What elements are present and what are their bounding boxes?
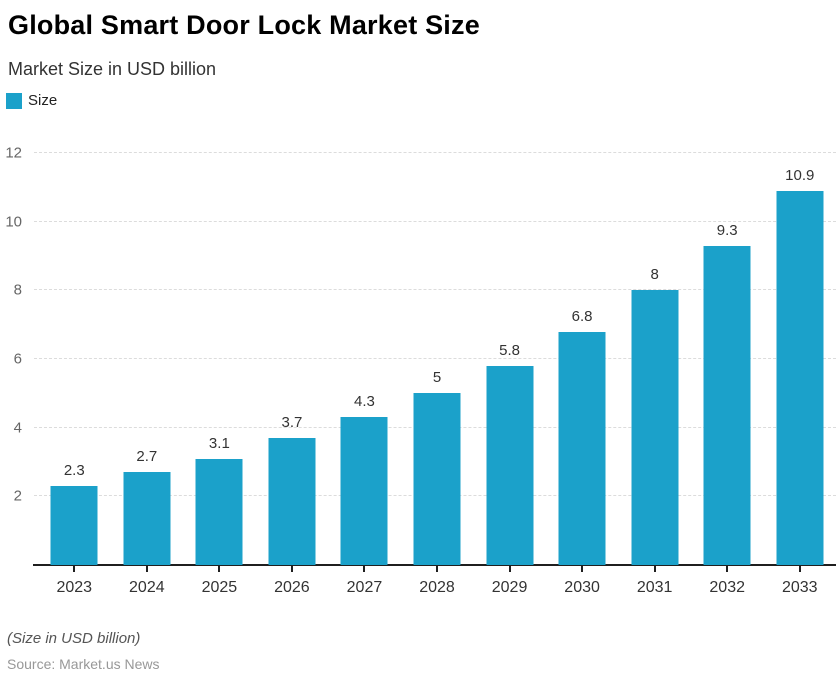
bar-slot: 4.3 2027 bbox=[328, 153, 401, 596]
bar-value-label: 9.3 bbox=[716, 221, 738, 239]
bar bbox=[631, 290, 679, 565]
bar-slot: 10.9 2033 bbox=[763, 153, 836, 596]
x-axis-tick bbox=[145, 566, 148, 572]
bars-row: 2.3 2023 2.7 2024 3.1 2025 3.7 2026 4.3 2027 5 2028… bbox=[38, 153, 836, 596]
chart-title: Global Smart Door Lock Market Size bbox=[8, 10, 480, 40]
bar-value-label: 3.7 bbox=[281, 413, 303, 431]
x-axis-tick-label: 2029 bbox=[491, 579, 528, 596]
bar-slot: 2.3 2023 bbox=[38, 153, 111, 596]
bar-value-label: 2.3 bbox=[63, 462, 85, 480]
x-axis-tick bbox=[73, 566, 76, 572]
legend-swatch-icon bbox=[6, 92, 22, 109]
bar bbox=[195, 458, 243, 565]
bar bbox=[486, 365, 534, 565]
x-axis-tick-label: 2033 bbox=[781, 579, 818, 596]
x-axis-tick-label: 2024 bbox=[129, 579, 165, 596]
bar-slot: 3.1 2025 bbox=[183, 153, 256, 596]
x-axis-tick bbox=[436, 566, 438, 572]
legend-label: Size bbox=[28, 92, 58, 109]
bar-value-label: 5 bbox=[432, 369, 442, 387]
bar-slot: 9.3 2032 bbox=[691, 153, 764, 596]
bar-value-label: 10.9 bbox=[785, 166, 815, 184]
x-axis-tick-label: 2023 bbox=[56, 579, 93, 596]
bar-value-label: 6.8 bbox=[571, 307, 593, 325]
x-axis-tick bbox=[653, 566, 656, 572]
gridline: 8 bbox=[14, 283, 836, 298]
x-axis-tick bbox=[218, 566, 221, 572]
gridline: 6 bbox=[14, 352, 836, 367]
x-axis-tick bbox=[726, 566, 729, 572]
chart-subtitle: Market Size in USD billion bbox=[8, 59, 217, 79]
bar-value-label: 4.3 bbox=[354, 393, 375, 411]
x-axis-tick bbox=[581, 566, 584, 572]
bar-slot: 6.8 2030 bbox=[546, 153, 619, 596]
legend: Size bbox=[6, 92, 57, 109]
x-axis-line bbox=[33, 564, 836, 566]
x-axis-tick-label: 2028 bbox=[419, 579, 455, 596]
y-axis-tick-label: 8 bbox=[13, 281, 22, 299]
y-axis-tick-label: 12 bbox=[5, 144, 22, 162]
bar bbox=[123, 472, 171, 565]
bar-slot: 8 2031 bbox=[618, 153, 691, 596]
plot-area: 2 4 6 8 10 12 2.3 2023 2.7 2024 3.1 2025 3.7 2026 4.3 2… bbox=[5, 146, 836, 596]
bar-slot: 3.7 2026 bbox=[256, 153, 329, 596]
bar bbox=[340, 417, 388, 565]
y-axis-tick-label: 6 bbox=[13, 350, 22, 368]
y-axis-tick-label: 4 bbox=[13, 419, 22, 437]
x-axis-tick-label: 2032 bbox=[709, 579, 745, 596]
x-axis-tick bbox=[798, 566, 801, 572]
x-axis-tick-label: 2026 bbox=[274, 579, 310, 596]
gridline: 12 bbox=[5, 146, 836, 161]
x-axis-tick-label: 2031 bbox=[636, 579, 673, 596]
x-axis-tick bbox=[290, 566, 293, 572]
x-axis-tick-label: 2027 bbox=[346, 579, 383, 596]
bar-value-label: 3.1 bbox=[208, 434, 230, 452]
y-axis-tick-label: 2 bbox=[13, 487, 22, 505]
x-axis-tick bbox=[363, 566, 366, 572]
gridline: 10 bbox=[5, 214, 836, 229]
bar-value-label: 5.8 bbox=[499, 341, 520, 359]
footer-source: Source: Market.us News bbox=[7, 656, 160, 672]
bar-value-label: 8 bbox=[650, 266, 659, 284]
bar bbox=[50, 486, 98, 565]
x-axis-tick-label: 2030 bbox=[564, 579, 600, 596]
bar-value-label: 2.7 bbox=[136, 448, 158, 466]
bar bbox=[558, 331, 606, 565]
footer-note: (Size in USD billion) bbox=[7, 630, 141, 647]
bar bbox=[776, 190, 824, 565]
bar bbox=[703, 245, 751, 565]
bar bbox=[268, 437, 316, 565]
bar-slot: 5 2028 bbox=[401, 153, 474, 596]
y-axis-tick-label: 10 bbox=[5, 213, 22, 231]
bar bbox=[413, 393, 461, 565]
x-axis-tick-label: 2025 bbox=[201, 579, 238, 596]
bar-slot: 2.7 2024 bbox=[111, 153, 184, 596]
bar-slot: 5.8 2029 bbox=[473, 153, 546, 596]
x-axis-tick bbox=[508, 566, 511, 572]
